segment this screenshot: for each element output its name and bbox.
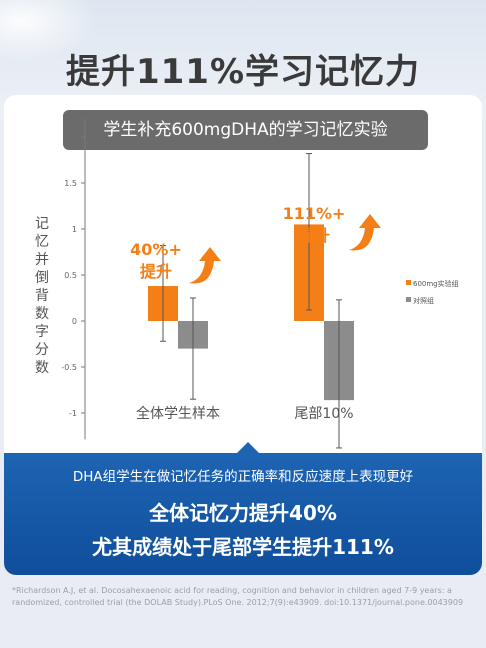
banner-notch (237, 442, 259, 453)
summary-banner: DHA组学生在做记忆任务的正确率和反应速度上表现更好 全体记忆力提升40% 尤其… (4, 453, 482, 575)
y-tick-label: 2 (72, 133, 77, 142)
annotation-percent: 111%+ (283, 204, 346, 223)
x-category-label: 尾部10% (294, 406, 353, 422)
y-axis-label-char: 数 (35, 360, 49, 376)
y-axis-label-char: 记 (35, 216, 49, 232)
y-tick-label: 1.5 (64, 179, 77, 188)
reference-note: *Richardson A.J, et al. Docosahexaenoic … (12, 586, 464, 607)
y-tick-label: 0 (72, 317, 77, 326)
page-title: 提升111%学习记忆力 (65, 52, 421, 92)
y-axis-label-char: 并 (35, 252, 49, 268)
experiment-title: 学生补充600mgDHA的学习记忆实验 (63, 110, 428, 150)
y-axis-label-char: 忆 (35, 234, 49, 250)
y-axis-label-char: 数 (35, 306, 49, 322)
banner-line-2: 全体记忆力提升40% (149, 501, 337, 525)
legend-swatch (406, 280, 411, 285)
banner-line-3: 尤其成绩处于尾部学生提升111% (92, 535, 394, 559)
sparkle-decoration (0, 0, 110, 70)
annotation-label: 提升 (140, 262, 172, 281)
banner-line-1: DHA组学生在做记忆任务的正确率和反应速度上表现更好 (72, 469, 414, 485)
chart-card: 学生补充600mgDHA的学习记忆实验 2 1.5 1 0.5 0 -0.5 -1 记忆并倒背… (4, 95, 482, 575)
legend-label: 600mg实验组 (413, 279, 459, 288)
annotation-label: 提升 (298, 226, 330, 245)
up-arrow-icon (349, 214, 381, 251)
legend-label: 对照组 (413, 296, 434, 305)
y-tick-label: -0.5 (61, 363, 77, 372)
x-category-label: 全体学生样本 (136, 405, 220, 422)
y-axis-label-char: 倒 (35, 270, 49, 286)
y-axis-label-char: 分 (35, 342, 49, 358)
y-axis-label-char: 背 (35, 288, 49, 304)
y-tick-label: 0.5 (64, 271, 77, 280)
y-tick-label: -1 (69, 409, 77, 418)
up-arrow-icon (189, 247, 221, 284)
y-tick-label: 1 (72, 225, 77, 234)
y-axis-label-char: 字 (35, 324, 49, 340)
annotation-percent: 40%+ (130, 240, 182, 259)
legend-swatch (406, 297, 411, 302)
